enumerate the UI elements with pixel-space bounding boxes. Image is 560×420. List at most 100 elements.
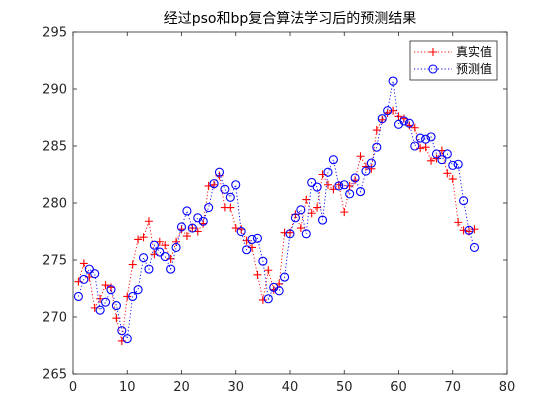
x-tick-label: 20	[173, 380, 190, 395]
data-point-circle	[176, 222, 187, 232]
data-point-plus	[356, 152, 365, 161]
data-point-plus	[416, 144, 425, 153]
series-line	[77, 80, 475, 340]
legend-box	[409, 40, 498, 81]
data-point-circle	[274, 286, 284, 296]
data-point-circle	[317, 215, 328, 225]
data-point-plus	[318, 170, 327, 179]
y-tick-label: 265	[42, 368, 67, 383]
data-point-circle	[128, 291, 138, 302]
data-point-circle	[323, 167, 333, 177]
data-point-plus	[313, 203, 322, 212]
data-point-circle	[231, 180, 241, 190]
data-point-circle	[334, 181, 344, 191]
y-tick-label: 285	[42, 140, 67, 155]
data-point-circle	[383, 106, 393, 116]
data-point-circle	[122, 334, 132, 344]
data-point-circle	[361, 166, 371, 176]
data-point-circle	[399, 116, 409, 126]
data-point-circle	[426, 132, 436, 142]
data-point-circle	[111, 301, 121, 311]
data-point-circle	[84, 264, 94, 274]
data-point-circle	[101, 297, 111, 307]
data-point-circle	[209, 179, 219, 189]
data-point-circle	[366, 158, 376, 168]
data-point-circle	[464, 225, 474, 235]
data-point-plus	[367, 164, 376, 173]
data-point-plus	[372, 126, 381, 135]
data-point-circle	[252, 233, 263, 243]
data-point-plus	[172, 237, 181, 246]
data-point-circle	[204, 203, 214, 213]
x-tick-label: 0	[69, 380, 77, 395]
data-point-plus	[410, 123, 419, 132]
data-point-circle	[307, 177, 317, 188]
data-point-circle	[247, 234, 257, 245]
legend-label-predicted: 预测值	[456, 61, 492, 76]
data-point-plus	[161, 241, 170, 250]
data-point-circle	[214, 167, 225, 177]
legend: 真实值 预测值	[409, 40, 498, 81]
data-point-circle	[117, 326, 127, 336]
legend-label-actual: 真实值	[456, 44, 492, 59]
data-point-plus	[427, 156, 436, 165]
data-point-circle	[220, 184, 230, 194]
data-point-circle	[166, 264, 176, 274]
data-point-plus	[90, 303, 99, 312]
data-point-circle	[442, 149, 452, 159]
data-point-plus	[470, 225, 479, 234]
data-point-circle	[372, 142, 382, 152]
y-tick-label: 275	[42, 254, 67, 269]
data-point-plus	[258, 295, 267, 304]
data-point-plus	[204, 181, 213, 190]
data-point-circle	[339, 180, 349, 190]
data-point-circle	[421, 134, 431, 144]
data-point-circle	[350, 173, 360, 183]
data-point-plus	[237, 225, 246, 234]
data-point-plus	[242, 236, 251, 245]
data-point-circle	[155, 247, 165, 257]
data-point-plus	[296, 224, 305, 233]
data-point-circle	[285, 229, 295, 239]
x-tick-label: 70	[444, 380, 461, 395]
x-tick-label: 60	[390, 380, 407, 395]
data-point-circle	[182, 206, 192, 216]
y-tick-label: 280	[42, 197, 67, 212]
data-point-plus	[432, 154, 441, 163]
x-tick-label: 10	[119, 380, 136, 395]
x-tick-label: 50	[336, 380, 353, 395]
plot-background	[73, 32, 507, 374]
data-point-plus	[134, 235, 143, 244]
data-point-circle	[258, 256, 268, 266]
data-point-plus	[150, 250, 159, 259]
data-point-circle	[198, 216, 208, 226]
data-point-plus	[323, 180, 332, 189]
series-actual	[74, 106, 479, 345]
data-point-circle	[160, 252, 170, 262]
data-point-plus	[264, 266, 273, 275]
data-point-circle	[448, 160, 458, 170]
data-point-plus	[405, 121, 414, 130]
data-point-plus	[101, 281, 110, 290]
y-tick-label: 290	[42, 83, 67, 98]
x-tick-label: 30	[227, 380, 244, 395]
y-tick-label: 270	[42, 311, 67, 326]
legend-marker-predicted	[428, 64, 438, 74]
data-point-circle	[312, 182, 322, 192]
data-point-circle	[388, 76, 398, 86]
data-point-plus	[106, 283, 115, 292]
series-predicted	[73, 76, 480, 344]
data-point-circle	[404, 118, 414, 128]
data-point-circle	[355, 187, 366, 197]
chart-title: 经过pso和bp复合算法学习后的预测结果	[164, 10, 417, 27]
data-point-plus	[421, 143, 430, 152]
data-point-circle	[280, 272, 290, 282]
data-point-circle	[138, 253, 149, 263]
data-point-plus	[340, 208, 349, 217]
legend-marker-actual	[429, 48, 437, 56]
data-point-circle	[431, 149, 442, 159]
data-point-plus	[389, 106, 398, 115]
data-point-circle	[106, 285, 116, 295]
data-point-circle	[377, 114, 387, 124]
data-point-circle	[459, 196, 469, 206]
